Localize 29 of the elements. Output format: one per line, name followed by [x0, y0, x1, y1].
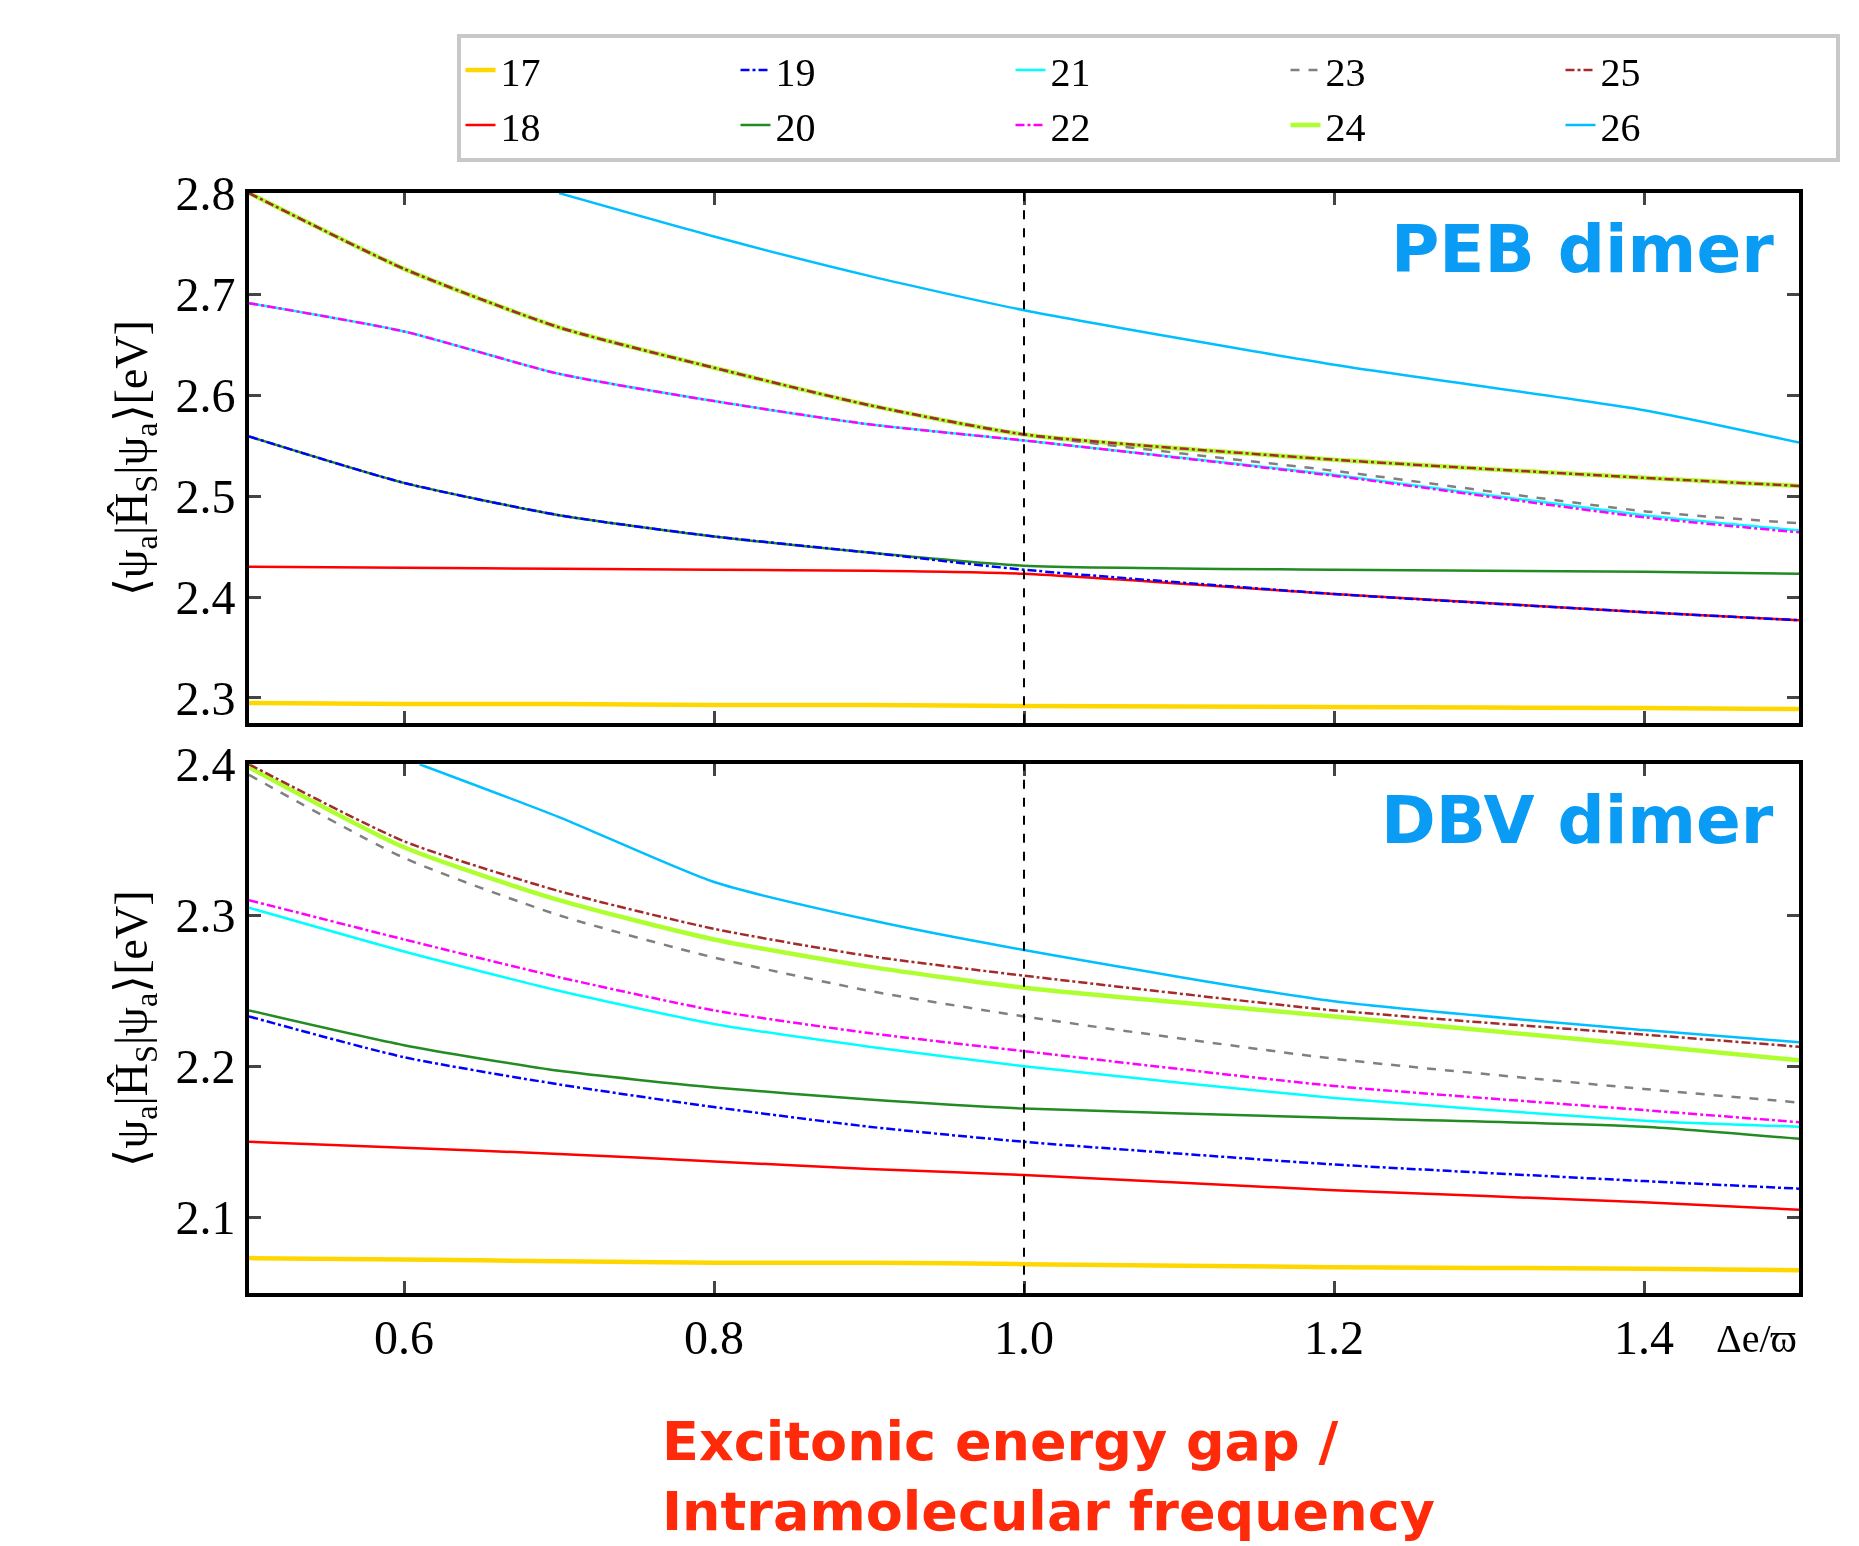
- legend-label: 19: [775, 49, 816, 95]
- x-tick-label: 1.2: [1304, 1311, 1364, 1365]
- legend-label: 18: [500, 104, 541, 150]
- y-tick-label: 2.4: [175, 570, 236, 624]
- annotation: DBV dimer: [1381, 782, 1774, 859]
- legend-label: 26: [1600, 104, 1641, 150]
- y-tick-label: 2.6: [175, 368, 236, 422]
- legend-label: 23: [1325, 49, 1366, 95]
- x-tick-label: 0.6: [374, 1311, 434, 1365]
- annotation: PEB dimer: [1391, 211, 1775, 288]
- y-tick-label: 2.7: [175, 267, 236, 321]
- legend-label: 17: [500, 49, 541, 95]
- y-tick-label: 2.8: [175, 166, 236, 220]
- text: Excitonic energy gap / Intramolecular frequency: [662, 1410, 1435, 1544]
- y-tick-label: 2.3: [175, 889, 236, 943]
- y-tick-label: 2.4: [175, 738, 236, 792]
- x-axis-title: Δe/ϖ: [1716, 1316, 1797, 1361]
- y-tick-label: 2.2: [175, 1040, 236, 1094]
- legend-label: 20: [775, 104, 816, 150]
- x-tick-label: 1.4: [1614, 1311, 1674, 1365]
- y-tick-label: 2.1: [175, 1191, 236, 1245]
- x-tick-label: 0.8: [684, 1311, 744, 1365]
- legend-label: 25: [1600, 49, 1641, 95]
- y-tick-label: 2.5: [175, 469, 236, 523]
- y-tick-label: 2.3: [175, 671, 236, 725]
- x-tick-label: 1.0: [994, 1311, 1054, 1365]
- legend-label: 22: [1050, 104, 1091, 150]
- legend-label: 21: [1050, 49, 1091, 95]
- legend-label: 24: [1325, 104, 1366, 150]
